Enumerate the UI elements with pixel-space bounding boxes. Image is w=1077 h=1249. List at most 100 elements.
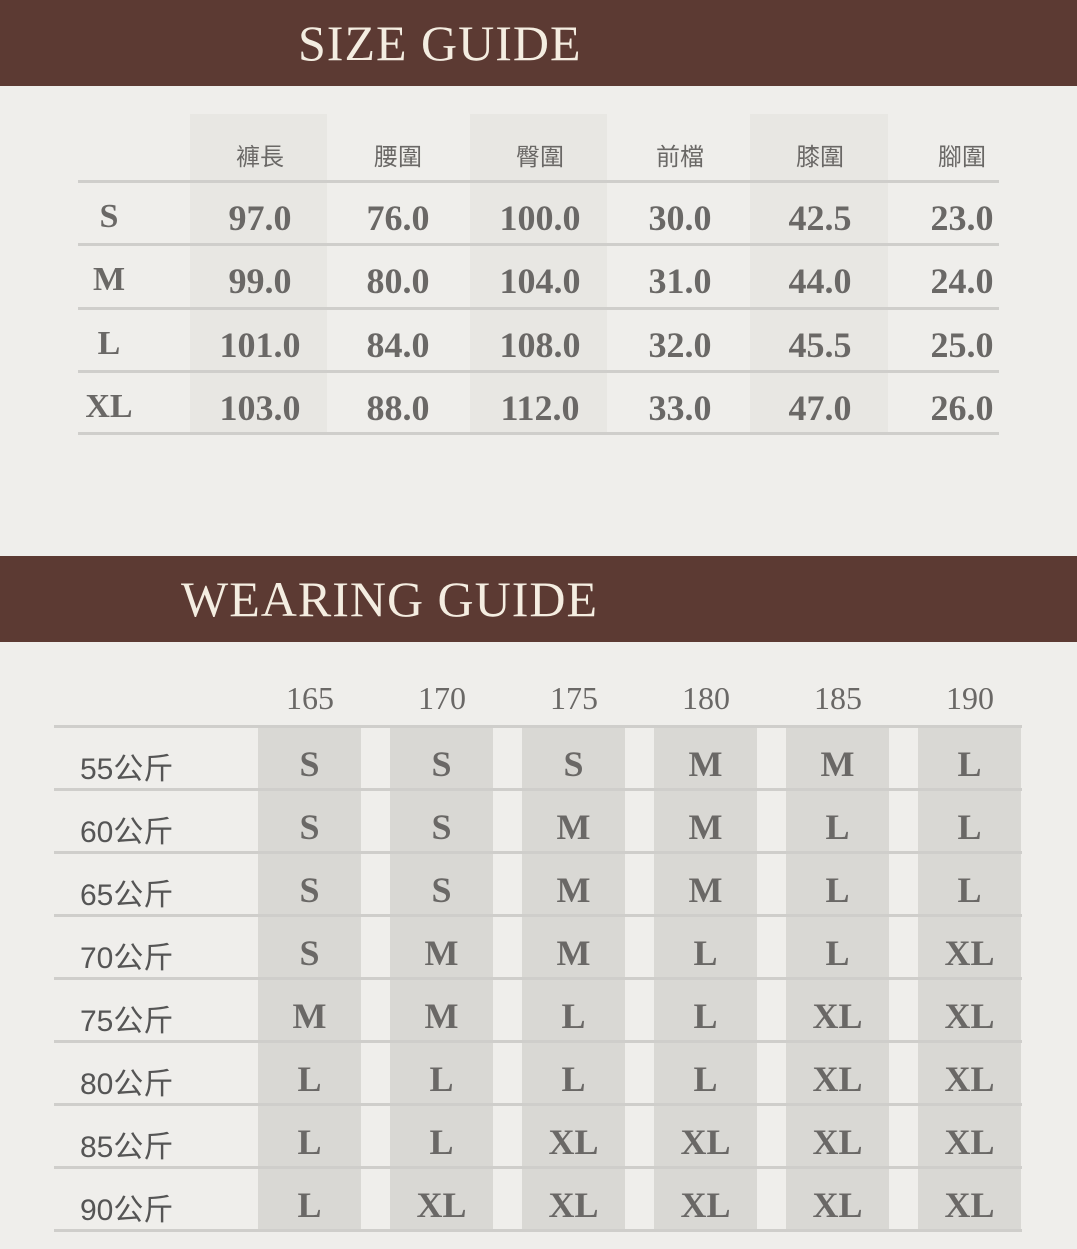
recommended-size: XL <box>812 1122 863 1162</box>
recommended-size: S <box>563 744 584 784</box>
size-label: L <box>97 325 121 362</box>
column-shade <box>190 114 327 434</box>
table-cell: 101.0 <box>219 325 301 365</box>
recommended-size: M <box>424 996 459 1036</box>
height-header: 180 <box>682 680 730 716</box>
recommended-size: S <box>431 807 452 847</box>
recommended-size: XL <box>944 1122 995 1162</box>
recommended-size: L <box>429 1122 454 1162</box>
weight-label: 60公斤 <box>80 816 174 849</box>
column-shade <box>750 114 888 434</box>
recommended-size: XL <box>812 1185 863 1225</box>
recommended-size: XL <box>680 1122 731 1162</box>
recommended-size: L <box>957 744 982 784</box>
row-divider <box>78 370 999 373</box>
recommended-size: L <box>825 870 850 910</box>
recommended-size: M <box>292 996 327 1036</box>
recommended-size: L <box>693 933 718 973</box>
table-cell: 42.5 <box>788 198 852 238</box>
height-header: 175 <box>550 680 598 716</box>
recommended-size: S <box>299 744 320 784</box>
recommended-size: L <box>297 1122 322 1162</box>
table-cell: 112.0 <box>500 388 580 428</box>
column-header: 腳圍 <box>938 143 986 171</box>
recommended-size: S <box>299 870 320 910</box>
recommended-size: S <box>299 933 320 973</box>
row-divider <box>78 180 999 183</box>
weight-label: 90公斤 <box>80 1194 174 1227</box>
recommended-size: M <box>688 870 723 910</box>
recommended-size: S <box>431 744 452 784</box>
recommended-size: L <box>561 1059 586 1099</box>
recommended-size: L <box>561 996 586 1036</box>
row-divider <box>54 1040 1022 1043</box>
row-divider <box>54 1166 1022 1169</box>
recommended-size: L <box>693 996 718 1036</box>
row-divider <box>78 307 999 310</box>
size-guide-header: SIZE GUIDE <box>0 0 1077 86</box>
recommended-size: XL <box>548 1185 599 1225</box>
row-divider <box>54 851 1022 854</box>
recommended-size: M <box>556 870 591 910</box>
size-label: S <box>99 198 119 235</box>
recommended-size: M <box>820 744 855 784</box>
recommended-size: S <box>299 807 320 847</box>
table-cell: 97.0 <box>228 198 292 238</box>
height-header: 170 <box>418 680 466 716</box>
table-cell: 99.0 <box>228 261 292 301</box>
recommended-size: XL <box>680 1185 731 1225</box>
table-cell: 84.0 <box>366 325 430 365</box>
recommended-size: L <box>429 1059 454 1099</box>
table-cell: 30.0 <box>648 198 712 238</box>
recommended-size: XL <box>944 1059 995 1099</box>
recommended-size: M <box>556 807 591 847</box>
recommended-size: L <box>693 1059 718 1099</box>
table-cell: 47.0 <box>788 388 852 428</box>
height-header: 165 <box>286 680 334 716</box>
weight-label: 55公斤 <box>80 753 174 786</box>
table-cell: 80.0 <box>366 261 430 301</box>
weight-label: 65公斤 <box>80 879 174 912</box>
table-cell: 44.0 <box>788 261 852 301</box>
table-cell: 23.0 <box>930 198 994 238</box>
table-cell: 45.5 <box>788 325 852 365</box>
column-header: 膝圍 <box>796 143 844 171</box>
row-divider <box>54 788 1022 791</box>
row-divider <box>54 1103 1022 1106</box>
row-divider <box>78 432 999 435</box>
recommended-size: XL <box>944 933 995 973</box>
table-cell: 25.0 <box>930 325 994 365</box>
recommended-size: XL <box>416 1185 467 1225</box>
recommended-size: XL <box>944 1185 995 1225</box>
wearing-guide-header: WEARING GUIDE <box>0 556 1077 642</box>
row-divider <box>54 914 1022 917</box>
recommended-size: XL <box>812 1059 863 1099</box>
row-divider <box>54 1229 1022 1232</box>
table-cell: 31.0 <box>648 261 712 301</box>
height-header: 185 <box>814 680 862 716</box>
column-header: 前檔 <box>656 143 704 171</box>
column-header: 臀圍 <box>516 143 564 171</box>
column-shade <box>470 114 607 434</box>
table-cell: 24.0 <box>930 261 994 301</box>
recommended-size: L <box>825 933 850 973</box>
table-cell: 104.0 <box>499 261 581 301</box>
table-cell: 76.0 <box>366 198 430 238</box>
table-cell: 88.0 <box>366 388 430 428</box>
table-cell: 33.0 <box>648 388 712 428</box>
weight-label: 85公斤 <box>80 1131 174 1164</box>
recommended-size: XL <box>944 996 995 1036</box>
row-divider <box>54 725 1022 728</box>
column-header: 腰圍 <box>374 143 422 171</box>
size-guide-title: SIZE GUIDE <box>298 15 582 71</box>
table-cell: 32.0 <box>648 325 712 365</box>
size-label: M <box>92 261 126 298</box>
recommended-size: XL <box>548 1122 599 1162</box>
table-cell: 103.0 <box>219 388 301 428</box>
recommended-size: L <box>825 807 850 847</box>
row-divider <box>78 243 999 246</box>
weight-label: 70公斤 <box>80 942 174 975</box>
table-cell: 100.0 <box>499 198 581 238</box>
recommended-size: M <box>556 933 591 973</box>
column-header: 褲長 <box>236 143 284 171</box>
